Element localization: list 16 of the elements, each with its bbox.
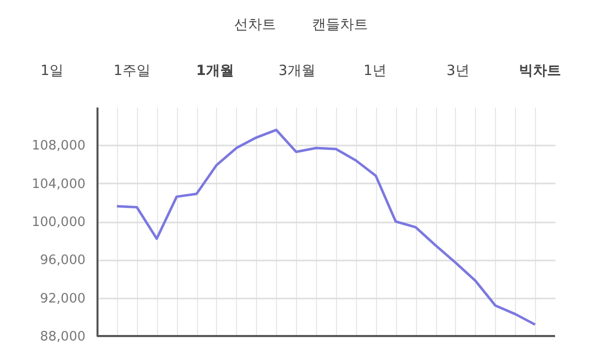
y-tick-label: 100,000 [32, 215, 86, 230]
line-series [116, 128, 536, 326]
y-tick-label: 88,000 [40, 330, 86, 344]
text: 3년 [446, 63, 470, 79]
y-tick-label: 96,000 [40, 253, 86, 268]
y-tick-label: 104,000 [32, 176, 86, 192]
y-tick-label: 92,000 [40, 291, 86, 306]
text: 3개월 [278, 63, 316, 79]
text: 1개월 [196, 63, 234, 79]
text: 선차트 [234, 17, 276, 33]
y-tick-label: 108,000 [32, 138, 86, 154]
text: 빅차트 [519, 63, 561, 79]
text: 1년 [364, 63, 386, 79]
text: 캔들차트 [312, 17, 368, 33]
text: 1주일 [114, 63, 150, 79]
text: 1일 [40, 63, 64, 79]
